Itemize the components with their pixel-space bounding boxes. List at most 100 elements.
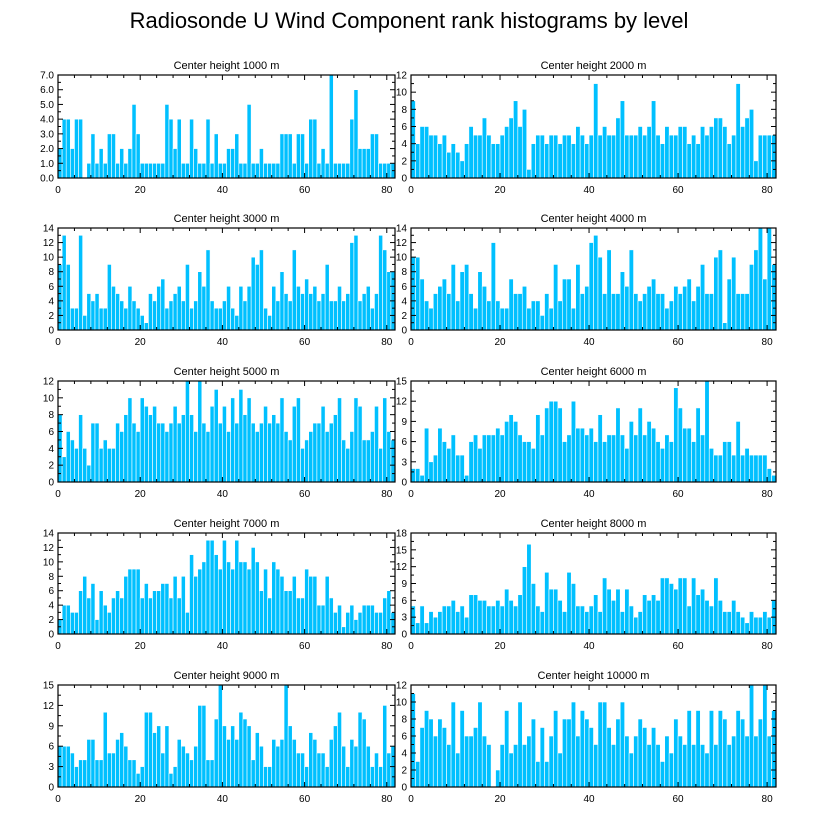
- histogram-bar: [473, 594, 479, 635]
- histogram-bar: [544, 407, 550, 483]
- histogram-bar: [659, 143, 666, 179]
- histogram-bar: [450, 434, 456, 483]
- histogram-bar: [615, 293, 621, 331]
- y-tick-label: 2: [401, 766, 407, 777]
- histogram-bar: [176, 285, 182, 331]
- histogram-bar: [222, 539, 227, 635]
- histogram-bar: [209, 162, 215, 179]
- histogram-bar: [205, 759, 211, 788]
- histogram-bar: [441, 441, 447, 483]
- histogram-bar: [275, 300, 281, 331]
- histogram-bar: [717, 454, 723, 483]
- y-tick-label: 2: [48, 615, 54, 626]
- histogram-bar: [148, 711, 153, 788]
- histogram-bar: [374, 405, 379, 483]
- histogram-bar: [86, 293, 92, 331]
- histogram-bar: [57, 264, 63, 331]
- histogram-bar: [504, 710, 510, 788]
- histogram-bar: [441, 134, 447, 179]
- histogram-bar: [437, 427, 443, 483]
- histogram-bar: [127, 568, 133, 635]
- histogram-bar: [570, 701, 576, 788]
- histogram-bar: [230, 148, 236, 179]
- histogram-bar: [304, 439, 309, 483]
- histogram-bar: [185, 380, 190, 483]
- histogram-bar: [98, 448, 104, 483]
- histogram-bar: [386, 162, 392, 179]
- histogram-bar: [152, 405, 157, 483]
- histogram-bar: [209, 405, 215, 483]
- histogram-bar: [584, 285, 590, 331]
- histogram-bar: [548, 400, 554, 483]
- histogram-bar: [185, 162, 190, 179]
- histogram-bar: [246, 104, 252, 179]
- y-tick-label: 3: [401, 613, 407, 624]
- histogram-bar: [361, 439, 367, 483]
- y-tick-label: 0: [48, 783, 54, 794]
- histogram-bar: [424, 427, 430, 483]
- histogram-bar: [722, 441, 728, 483]
- histogram-bar: [428, 611, 434, 635]
- histogram-bar: [535, 300, 541, 331]
- histogram-bar: [495, 600, 501, 635]
- histogram-bar: [757, 718, 763, 788]
- x-tick-label: 0: [55, 794, 61, 805]
- histogram-bar: [619, 100, 625, 179]
- y-tick-label: 1.0: [40, 159, 54, 170]
- x-tick-label: 60: [299, 185, 311, 196]
- histogram-bar: [441, 278, 447, 331]
- y-tick-label: 8: [401, 715, 407, 726]
- y-tick-label: 12: [396, 562, 408, 573]
- histogram-bar: [115, 739, 120, 788]
- histogram-bar: [127, 397, 133, 483]
- x-tick-label: 80: [381, 641, 393, 652]
- histogram-bar: [735, 611, 741, 635]
- histogram-bar: [566, 278, 572, 331]
- histogram-bar: [378, 612, 383, 635]
- histogram-bar: [246, 725, 252, 788]
- histogram-bar: [349, 118, 355, 179]
- x-tick-label: 60: [299, 641, 311, 652]
- x-tick-label: 20: [494, 337, 506, 348]
- histogram-bar: [651, 427, 657, 483]
- histogram-bar: [312, 422, 318, 483]
- histogram-bar: [419, 605, 425, 635]
- histogram-bar: [82, 575, 88, 635]
- y-tick-label: 12: [396, 681, 408, 692]
- histogram-bar: [748, 454, 755, 483]
- histogram-bar: [619, 434, 625, 483]
- histogram-bar: [316, 752, 322, 788]
- histogram-bar: [415, 143, 421, 179]
- histogram-bar: [312, 285, 318, 331]
- histogram-bar: [771, 474, 777, 483]
- histogram-bar: [70, 148, 75, 179]
- histogram-bar: [450, 264, 456, 331]
- histogram-bar: [78, 234, 83, 331]
- histogram-bar: [437, 143, 443, 179]
- histogram-bar: [677, 407, 683, 483]
- histogram-bar: [242, 162, 248, 179]
- histogram-bar: [107, 133, 112, 179]
- y-tick-label: 15: [396, 377, 408, 388]
- x-tick-label: 40: [217, 641, 229, 652]
- histogram-bar: [446, 605, 452, 635]
- histogram-bar: [562, 134, 568, 179]
- histogram-bar: [637, 300, 643, 331]
- y-tick-label: 7.0: [40, 71, 54, 82]
- x-tick-label: 80: [762, 185, 774, 196]
- histogram-bar: [308, 575, 314, 635]
- histogram-bar: [115, 422, 120, 483]
- histogram-bar: [259, 590, 264, 635]
- histogram-bar: [521, 744, 528, 788]
- histogram-bar: [189, 307, 194, 331]
- histogram-bar: [673, 285, 679, 331]
- y-tick-label: 0: [48, 478, 54, 489]
- histogram-bar: [473, 134, 479, 179]
- histogram-bar: [160, 583, 166, 635]
- histogram-bar: [254, 732, 260, 788]
- histogram-bar: [668, 134, 674, 179]
- histogram-bar: [602, 126, 608, 179]
- histogram-bar: [370, 431, 375, 483]
- histogram-bar: [123, 575, 129, 635]
- histogram-bar: [446, 744, 452, 788]
